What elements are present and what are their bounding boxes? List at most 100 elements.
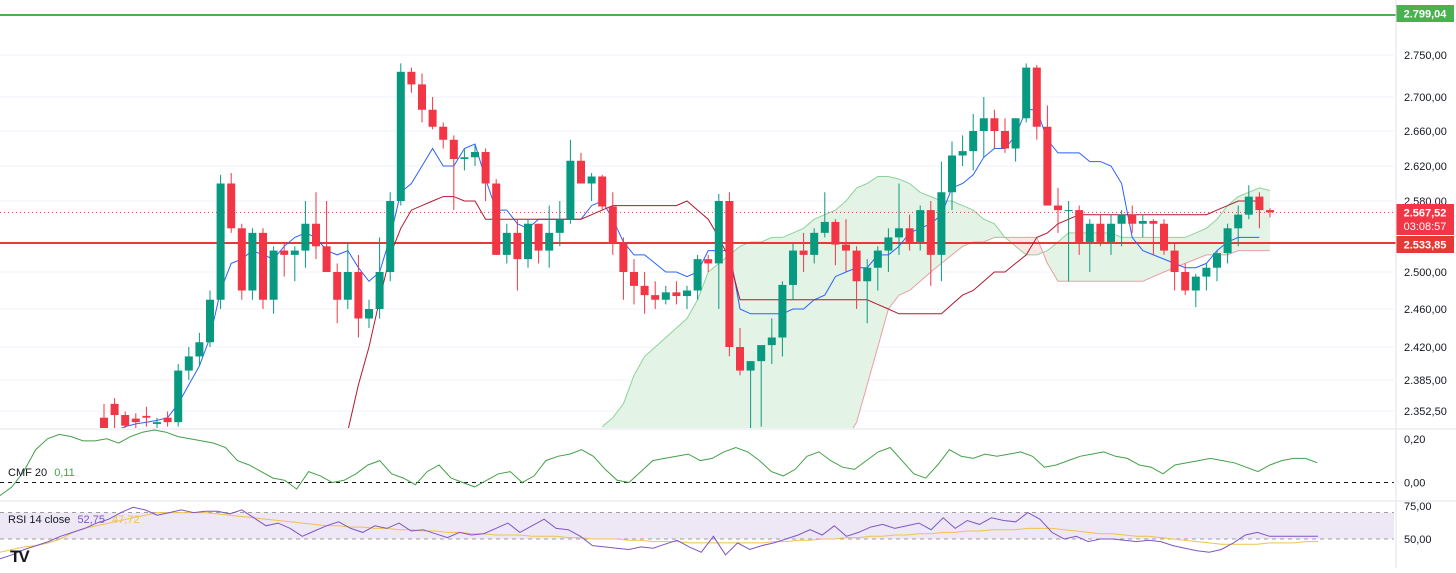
candle[interactable]	[153, 417, 161, 431]
candle[interactable]	[1001, 118, 1009, 153]
candle[interactable]	[375, 237, 384, 319]
candle[interactable]	[1128, 205, 1137, 233]
candle[interactable]	[704, 254, 713, 272]
candle[interactable]	[757, 345, 766, 427]
candle[interactable]	[640, 272, 649, 314]
candle[interactable]	[163, 411, 172, 427]
tradingview-logo[interactable]: TV	[10, 547, 30, 566]
candle[interactable]	[895, 183, 903, 255]
candle[interactable]	[767, 318, 776, 364]
candle[interactable]	[1149, 219, 1158, 255]
candle[interactable]	[820, 192, 829, 238]
candle[interactable]	[110, 398, 119, 429]
candle[interactable]	[354, 254, 363, 338]
candle[interactable]	[1181, 263, 1190, 296]
candle[interactable]	[1043, 105, 1052, 206]
candle[interactable]	[587, 173, 596, 201]
candle[interactable]	[608, 192, 617, 255]
candle[interactable]	[958, 135, 967, 166]
candle[interactable]	[1054, 187, 1062, 233]
candle[interactable]	[100, 403, 108, 440]
cmf-legend[interactable]: CMF 20 0,11	[8, 467, 79, 479]
candle[interactable]	[259, 228, 267, 309]
candle[interactable]	[269, 246, 278, 314]
candle[interactable]	[534, 223, 543, 264]
candle[interactable]	[831, 219, 840, 266]
candle[interactable]	[1244, 185, 1253, 220]
candle[interactable]	[333, 263, 342, 324]
candle[interactable]	[1160, 219, 1168, 255]
candle[interactable]	[619, 237, 628, 300]
candle[interactable]	[1266, 208, 1274, 218]
candle[interactable]	[502, 223, 511, 264]
candle[interactable]	[746, 361, 755, 435]
candle[interactable]	[365, 299, 373, 328]
candle[interactable]	[301, 201, 310, 268]
candle[interactable]	[778, 281, 787, 357]
candle[interactable]	[810, 228, 819, 264]
candle[interactable]	[555, 201, 564, 247]
candle[interactable]	[174, 363, 183, 427]
candle[interactable]	[577, 152, 585, 184]
candle[interactable]	[842, 219, 850, 272]
candle[interactable]	[905, 214, 914, 251]
candle[interactable]	[184, 347, 193, 380]
candle[interactable]	[1107, 214, 1115, 255]
candle[interactable]	[227, 173, 236, 233]
candle[interactable]	[884, 228, 893, 272]
rsi-legend[interactable]: RSI 14 close 52,75 47,72	[8, 514, 144, 526]
candle[interactable]	[630, 259, 638, 305]
candle[interactable]	[1085, 219, 1094, 272]
candle[interactable]	[1255, 192, 1264, 229]
candle[interactable]	[736, 328, 744, 376]
candle[interactable]	[195, 332, 204, 366]
candle[interactable]	[1022, 63, 1031, 123]
candle[interactable]	[1213, 250, 1221, 282]
price-axis[interactable]: 2.750,002.700,002.660,002.620,002.580,00…	[1404, 50, 1447, 418]
candle[interactable]	[1234, 205, 1243, 247]
candle[interactable]	[1032, 65, 1041, 140]
candle[interactable]	[937, 161, 946, 282]
candle[interactable]	[725, 192, 734, 357]
candle[interactable]	[1202, 263, 1211, 291]
candle[interactable]	[418, 73, 426, 123]
candle[interactable]	[460, 148, 469, 171]
candle[interactable]	[449, 135, 458, 211]
candle[interactable]	[471, 144, 479, 166]
candle[interactable]	[916, 205, 925, 251]
candle[interactable]	[1191, 273, 1200, 308]
candle[interactable]	[1075, 205, 1084, 255]
candle[interactable]	[969, 114, 978, 171]
candle[interactable]	[216, 174, 225, 309]
candle[interactable]	[237, 223, 246, 300]
candle[interactable]	[979, 97, 988, 158]
candle[interactable]	[396, 63, 405, 206]
candle[interactable]	[1064, 201, 1073, 282]
candle[interactable]	[428, 97, 437, 130]
candle[interactable]	[789, 243, 797, 300]
candle[interactable]	[481, 148, 490, 202]
candle[interactable]	[1096, 214, 1105, 247]
candle[interactable]	[672, 281, 681, 305]
candle[interactable]	[926, 201, 935, 286]
candle[interactable]	[343, 241, 352, 309]
candle[interactable]	[407, 67, 416, 93]
candle[interactable]	[290, 246, 299, 282]
candle[interactable]	[661, 285, 670, 305]
candle[interactable]	[386, 192, 395, 282]
candle[interactable]	[799, 232, 808, 272]
candle[interactable]	[852, 246, 861, 309]
candle[interactable]	[545, 205, 554, 268]
candle[interactable]	[142, 406, 151, 427]
candle[interactable]	[566, 139, 575, 224]
candle[interactable]	[206, 290, 214, 348]
candle[interactable]	[248, 228, 257, 300]
candle[interactable]	[131, 413, 140, 431]
candle[interactable]	[121, 411, 130, 432]
candle[interactable]	[598, 174, 607, 211]
candles[interactable]	[100, 63, 1274, 440]
candle[interactable]	[1117, 210, 1126, 247]
candle[interactable]	[651, 281, 660, 309]
candle[interactable]	[683, 285, 691, 309]
